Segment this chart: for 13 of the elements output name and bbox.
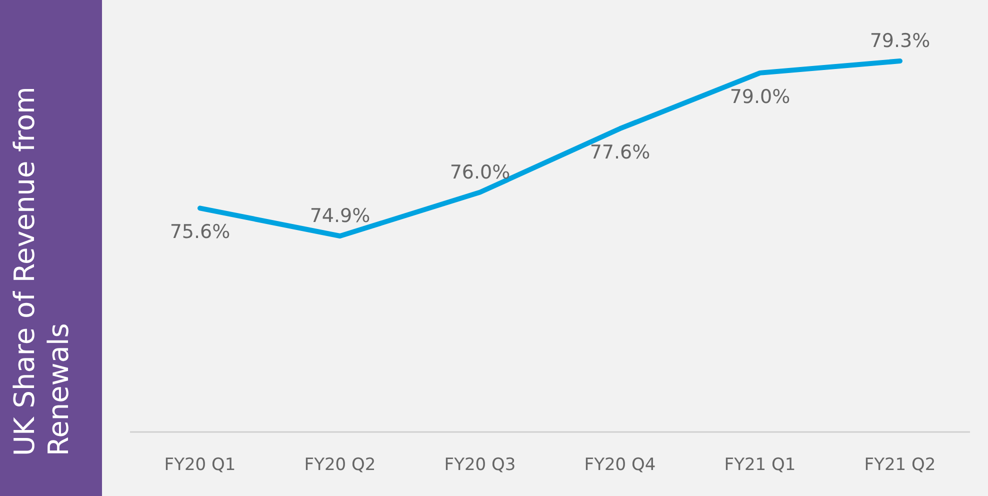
data-label: 79.0% — [730, 86, 790, 108]
data-label: 75.6% — [170, 221, 230, 244]
x-tick-label: FY20 Q1 — [164, 455, 236, 475]
y-axis-title: UK Share of Revenue from Renewals — [8, 86, 75, 456]
x-tick-label: FY20 Q4 — [584, 455, 656, 475]
x-tick-label: FY20 Q2 — [304, 455, 376, 475]
x-tick-label: FY21 Q2 — [864, 455, 936, 475]
data-label: 79.3% — [870, 30, 930, 52]
data-label: 77.6% — [590, 142, 650, 164]
x-tick-label: FY20 Q3 — [444, 455, 516, 475]
data-label: 74.9% — [310, 205, 370, 227]
x-tick-label: FY21 Q1 — [724, 455, 796, 475]
data-label: 76.0% — [450, 161, 510, 184]
